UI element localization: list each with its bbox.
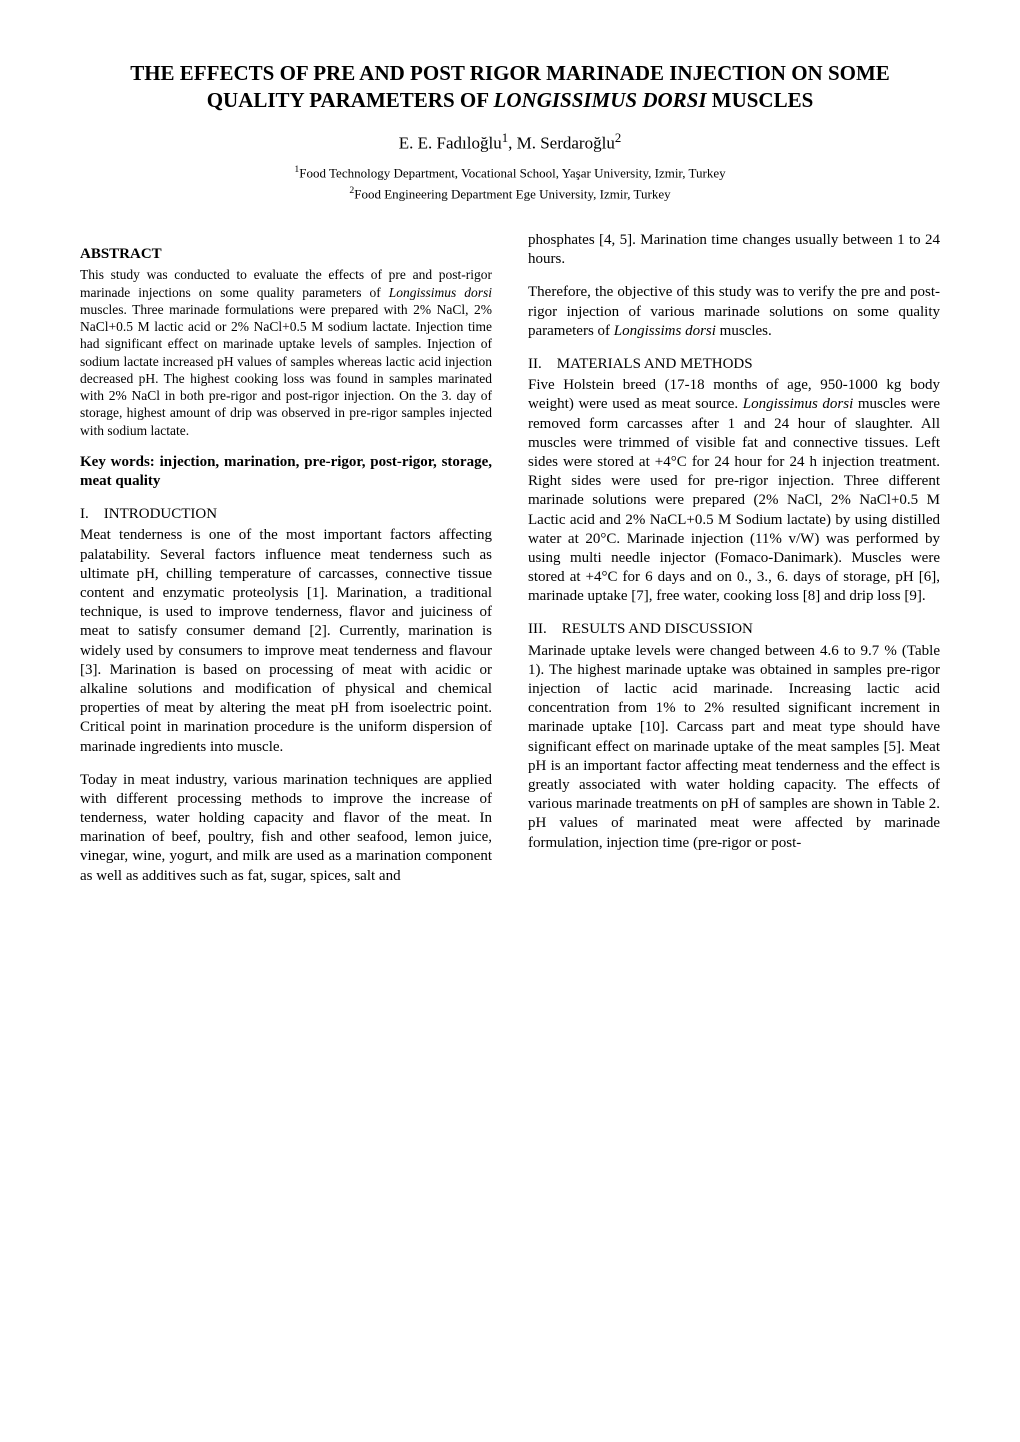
section-2-heading: II. MATERIALS AND METHODS: [528, 355, 940, 374]
affiliation-2: 2Food Engineering Department Ege Univers…: [80, 185, 940, 203]
intro-paragraph-2: Today in meat industry, various marinati…: [80, 771, 492, 886]
two-column-body: ABSTRACT This study was conducted to eva…: [80, 231, 940, 900]
abstract-text: This study was conducted to evaluate the…: [80, 266, 492, 439]
continuation-paragraph-1: phosphates [4, 5]. Marination time chang…: [528, 231, 940, 269]
paper-title: THE EFFECTS OF PRE AND POST RIGOR MARINA…: [80, 60, 940, 114]
keywords: Key words: injection, marination, pre-ri…: [80, 453, 492, 491]
section-3-heading: III. RESULTS AND DISCUSSION: [528, 620, 940, 639]
continuation-paragraph-2: Therefore, the objective of this study w…: [528, 283, 940, 341]
left-column: ABSTRACT This study was conducted to eva…: [80, 231, 492, 900]
abstract-heading: ABSTRACT: [80, 245, 492, 264]
methods-paragraph: Five Holstein breed (17-18 months of age…: [528, 376, 940, 606]
affiliation-1: 1Food Technology Department, Vocational …: [80, 164, 940, 182]
section-1-heading: I. INTRODUCTION: [80, 505, 492, 524]
results-paragraph: Marinade uptake levels were changed betw…: [528, 642, 940, 853]
affiliations: 1Food Technology Department, Vocational …: [80, 164, 940, 203]
authors: E. E. Fadıloğlu1, M. Serdaroğlu2: [80, 130, 940, 154]
intro-paragraph-1: Meat tenderness is one of the most impor…: [80, 526, 492, 756]
right-column: phosphates [4, 5]. Marination time chang…: [528, 231, 940, 900]
